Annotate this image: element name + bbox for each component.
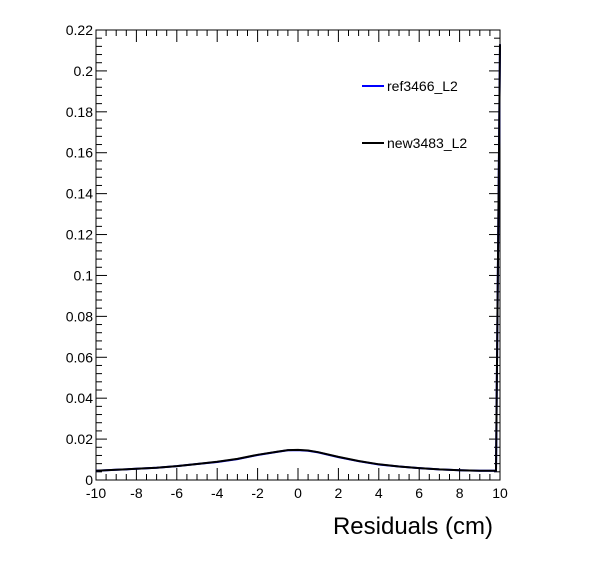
x-tick-label: 10 [492,485,508,501]
x-tick-label: -6 [171,485,184,501]
x-tick-label: 4 [375,485,383,501]
y-tick-label: 0.18 [66,104,93,120]
x-tick-label: -2 [251,485,264,501]
x-tick-label: 6 [415,485,423,501]
legend-label: ref3466_L2 [387,78,458,94]
x-tick-label: 8 [456,485,464,501]
y-tick-label: 0.04 [66,390,93,406]
legend: ref3466_L2 new3483_L2 [362,78,467,151]
legend-label: new3483_L2 [387,135,467,151]
plot-frame [95,29,501,481]
x-tick-label: -10 [86,485,106,501]
series-line-ref3466_L2 [95,44,501,472]
y-tick-label: 0.12 [66,227,93,243]
y-tick-label: 0.08 [66,308,93,324]
y-tick-label: 0.16 [66,145,93,161]
y-tick-label: 0.14 [66,186,93,202]
y-tick-label: 0.22 [66,22,93,38]
x-tick-label: 0 [294,485,302,501]
y-tick-label: 0.02 [66,431,93,447]
series-line-new3483_L2 [95,44,501,472]
series-lines [95,44,501,472]
x-tick-label: -8 [130,485,143,501]
y-axis: 0 0.02 0.04 0.06 0.08 0.1 0.12 0.14 0.16 0.18 0.2 0… [66,22,500,488]
x-tick-label: -4 [211,485,224,501]
y-tick-label: 0.2 [74,63,94,79]
y-tick-label: 0 [85,472,93,488]
y-tick-label: 0.1 [74,267,94,283]
y-tick-label: 0.06 [66,349,93,365]
x-axis-label: Residuals (cm) [333,513,493,540]
x-tick-label: 2 [335,485,343,501]
x-axis: -10 -8 -6 -4 -2 0 2 4 6 8 10 [86,30,508,501]
